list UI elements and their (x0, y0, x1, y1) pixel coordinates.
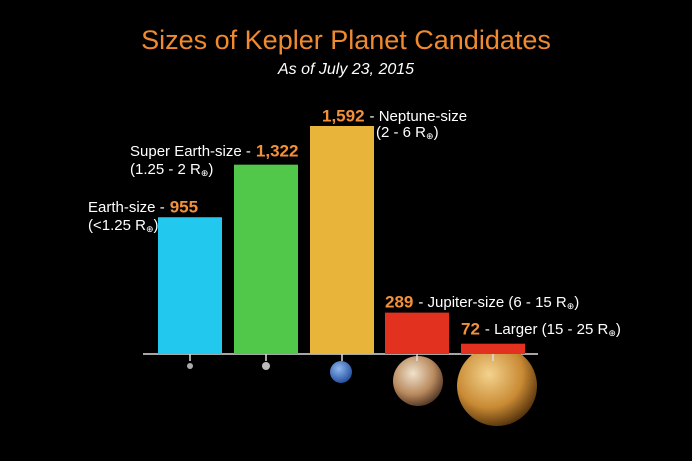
category-label: - Larger (15 - 25 R⊕) (485, 321, 621, 338)
value-label: 289 (385, 292, 413, 311)
category-label: - Neptune-size (370, 108, 468, 125)
range-label: (1.25 - 2 R⊕) (130, 161, 213, 178)
planet-earth (187, 363, 193, 369)
bar (385, 312, 449, 354)
bar (310, 126, 374, 354)
value-label: 955 (170, 197, 198, 216)
range-label: (<1.25 R⊕) (88, 217, 159, 234)
planet-jupiter (393, 356, 443, 406)
bar (158, 217, 222, 354)
category-label: Super Earth-size - (130, 143, 251, 160)
chart-subtitle: As of July 23, 2015 (277, 61, 414, 78)
planet-larger (457, 346, 537, 426)
chart-title: Sizes of Kepler Planet Candidates (141, 25, 551, 55)
category-label: - Jupiter-size (6 - 15 R⊕) (418, 294, 579, 311)
category-label: Earth-size - (88, 199, 165, 216)
value-label: 1,322 (256, 141, 299, 160)
value-label: 72 (461, 319, 480, 338)
planet-super-earth (262, 362, 270, 370)
planet-neptune (330, 361, 352, 383)
bar (461, 343, 525, 354)
bar (234, 164, 298, 354)
value-label: 1,592 (322, 106, 365, 125)
range-label: (2 - 6 R⊕) (376, 124, 439, 141)
